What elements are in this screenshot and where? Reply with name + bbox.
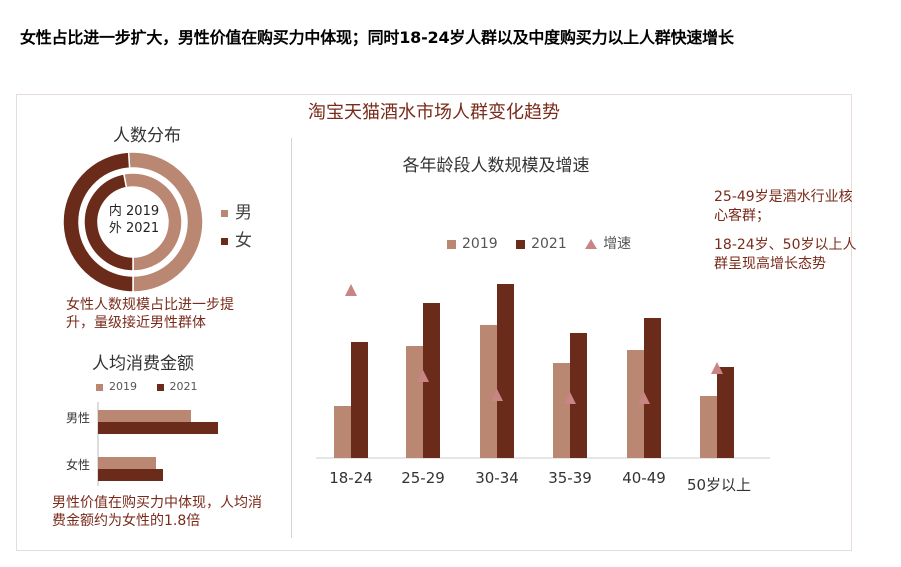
legend-swatch-2021 — [156, 383, 164, 391]
age-legend-swatch-2019 — [447, 239, 456, 249]
spend-legend: 2019 2021 — [96, 380, 214, 393]
donut-title: 人数分布 — [113, 126, 181, 146]
donut-legend-male: 男 — [221, 198, 252, 223]
age-legend-swatch-2021 — [516, 239, 526, 249]
donut-chart-group — [62, 151, 204, 293]
panel-divider — [291, 138, 292, 538]
age-legend-2019: 2019 — [462, 236, 498, 252]
donut-caption: 女性人数规模占比进一步提升，量级接近男性群体 — [66, 297, 234, 331]
spend-legend-2019: 2019 — [109, 380, 137, 393]
spend-legend-2021: 2021 — [169, 380, 198, 393]
bar-title: 人均消费金额 — [92, 354, 194, 374]
legend-swatch-2019 — [96, 383, 103, 391]
donut-slice-2019-female — [83, 172, 134, 272]
age-chart-title: 各年龄段人数规模及增速 — [402, 156, 590, 176]
donut-legend-female: 女 — [221, 226, 252, 251]
age-chart-legend: 2019 2021 增速 — [447, 233, 645, 253]
spend-caption: 男性价值在购买力中体现，人均消费金额约为女性的1.8倍 — [52, 495, 262, 529]
main-title: 淘宝天猫酒水市场人群变化趋势 — [308, 102, 560, 123]
donut-center-line1: 内 2019 — [109, 203, 159, 219]
donut-center-line2: 外 2021 — [109, 221, 159, 236]
side-note-2: 18-24岁、50岁以上人群呈现高增长态势 — [714, 237, 857, 272]
age-legend-growth: 增速 — [603, 236, 632, 252]
legend-swatch-male — [221, 209, 228, 217]
legend-label-female: 女 — [235, 231, 252, 251]
growth-triangle-icon — [585, 239, 598, 249]
donut-slice-2021-female — [62, 151, 134, 293]
content-frame — [16, 94, 852, 551]
age-legend-2021: 2021 — [531, 236, 567, 252]
headline: 女性占比进一步扩大，男性价值在购买力中体现；同时18-24岁人群以及中度购买力以… — [20, 28, 734, 47]
side-note-1: 25-49岁是酒水行业核心客群； — [714, 189, 853, 224]
legend-label-male: 男 — [235, 203, 252, 223]
legend-swatch-female — [221, 237, 228, 245]
